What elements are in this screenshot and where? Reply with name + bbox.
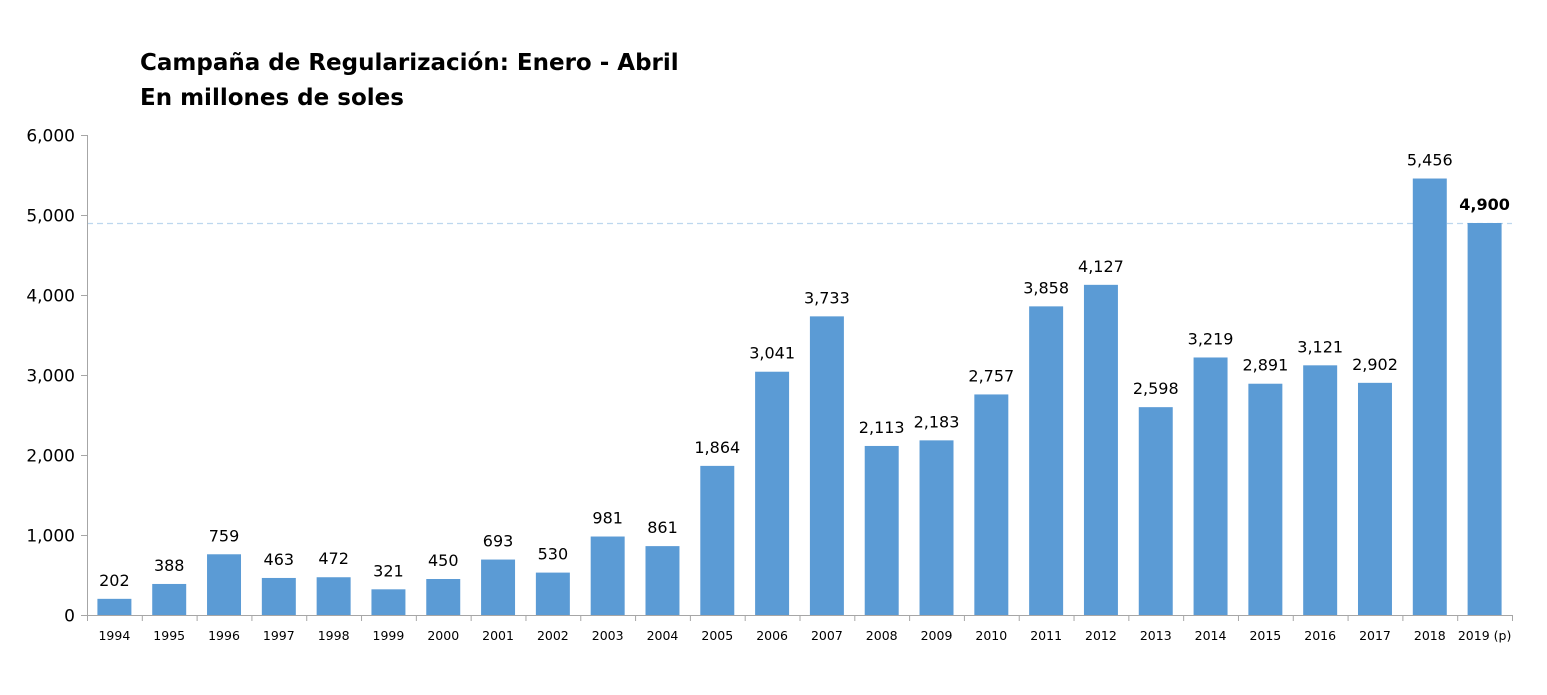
y-tick-label: 3,000 <box>26 367 75 387</box>
data-label: 861 <box>647 518 678 537</box>
data-label: 463 <box>264 550 295 569</box>
chart-title-block: Campaña de Regularización: Enero - Abril… <box>140 46 679 116</box>
y-tick-label: 2,000 <box>26 447 75 467</box>
bar <box>1138 407 1173 615</box>
bars-layer <box>97 178 1502 615</box>
data-label: 3,858 <box>1023 278 1069 297</box>
x-tick-label: 1998 <box>318 628 350 643</box>
bar <box>1193 357 1228 615</box>
data-label: 981 <box>592 509 623 528</box>
bar <box>974 394 1009 615</box>
bar <box>1412 178 1447 615</box>
bar <box>809 316 844 615</box>
data-label: 1,864 <box>694 438 740 457</box>
bar <box>1029 306 1064 615</box>
x-tick-label: 2014 <box>1195 628 1227 643</box>
data-label: 3,041 <box>749 344 795 363</box>
x-tick-label: 2002 <box>537 628 569 643</box>
bar <box>1083 284 1118 615</box>
x-tick-label: 1994 <box>98 628 130 643</box>
chart-title: Campaña de Regularización: Enero - Abril <box>140 50 679 76</box>
data-label: 3,219 <box>1188 329 1234 348</box>
x-tick-label: 2011 <box>1030 628 1062 643</box>
data-label: 202 <box>99 571 130 590</box>
bar <box>1248 383 1283 615</box>
chart-subtitle: En millones de soles <box>140 85 404 111</box>
data-label: 4,127 <box>1078 257 1124 276</box>
x-tick-label: 2008 <box>866 628 898 643</box>
data-label: 388 <box>154 556 185 575</box>
x-tick-label: 2016 <box>1304 628 1336 643</box>
bar <box>919 440 954 615</box>
data-label: 3,733 <box>804 288 850 307</box>
x-tick-label: 2007 <box>811 628 843 643</box>
x-tick-label: 2018 <box>1414 628 1446 643</box>
x-tick-label: 2019 (p) <box>1458 628 1511 643</box>
x-tick-label: 2009 <box>921 628 953 643</box>
bar <box>152 583 187 615</box>
data-label: 472 <box>318 549 349 568</box>
data-label: 2,891 <box>1242 356 1288 375</box>
bar <box>864 445 899 615</box>
bar <box>316 577 351 615</box>
bar <box>371 589 406 615</box>
x-tick-label: 2001 <box>482 628 514 643</box>
data-label: 693 <box>483 532 514 551</box>
x-tick-label: 1997 <box>263 628 295 643</box>
bar <box>426 579 461 615</box>
bar <box>700 465 735 615</box>
data-label: 321 <box>373 561 404 580</box>
data-label: 3,121 <box>1297 337 1343 356</box>
x-tick-label: 2015 <box>1249 628 1281 643</box>
x-tick-label: 2010 <box>975 628 1007 643</box>
y-tick-label: 5,000 <box>26 207 75 227</box>
x-tick-label: 2006 <box>756 628 788 643</box>
data-label: 2,757 <box>968 366 1014 385</box>
bar <box>535 572 570 615</box>
data-label: 2,902 <box>1352 355 1398 374</box>
x-tick-label: 1996 <box>208 628 240 643</box>
x-tick-label: 2004 <box>647 628 679 643</box>
data-label: 2,183 <box>914 412 960 431</box>
x-tick-label: 2000 <box>427 628 459 643</box>
x-tick-label: 2012 <box>1085 628 1117 643</box>
data-label: 5,456 <box>1407 151 1453 170</box>
bar <box>207 554 242 615</box>
bar <box>261 577 296 615</box>
data-label: 530 <box>538 545 569 564</box>
data-label: 759 <box>209 526 240 545</box>
y-tick-label: 0 <box>64 607 75 627</box>
bar <box>645 546 680 615</box>
x-tick-label: 2013 <box>1140 628 1172 643</box>
data-label: 2,113 <box>859 418 905 437</box>
data-labels-layer: 202 388 759 463 472 321 450 693 530 981 861 1,864 3,… <box>99 151 1510 590</box>
data-label: 4,900 <box>1459 195 1510 214</box>
y-tick-label: 1,000 <box>26 527 75 547</box>
bar <box>1357 382 1392 615</box>
bar <box>1303 365 1338 615</box>
bar <box>481 559 516 615</box>
x-tick-label: 2017 <box>1359 628 1391 643</box>
bar <box>1467 223 1502 615</box>
axes-layer: 0 1,000 2,000 3,000 4,000 5,000 6,000 1994 1995 1… <box>26 127 1513 643</box>
x-tick-label: 1995 <box>153 628 185 643</box>
y-tick-label: 6,000 <box>26 127 75 147</box>
x-tick-label: 1999 <box>373 628 405 643</box>
data-label: 450 <box>428 551 459 570</box>
bar <box>590 536 625 615</box>
bar <box>97 598 132 615</box>
x-tick-label: 2005 <box>701 628 733 643</box>
x-tick-label: 2003 <box>592 628 624 643</box>
bar <box>755 371 790 615</box>
data-label: 2,598 <box>1133 379 1179 398</box>
y-tick-label: 4,000 <box>26 287 75 307</box>
